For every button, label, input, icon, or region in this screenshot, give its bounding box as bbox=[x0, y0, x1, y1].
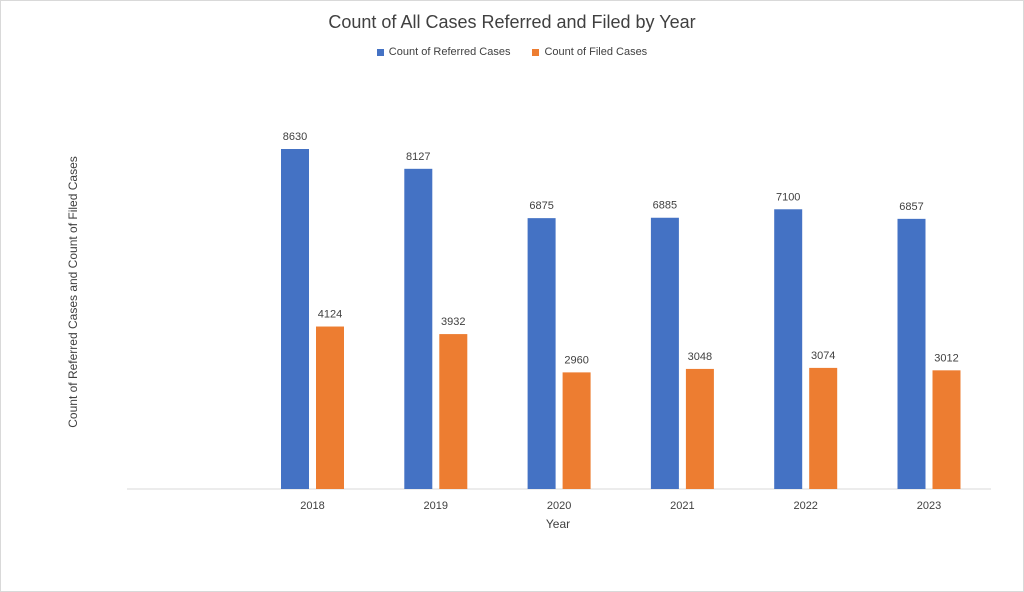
data-label-filed-2023: 3012 bbox=[934, 352, 958, 364]
bar-referred-2020 bbox=[527, 218, 556, 490]
x-tick-label-2022: 2022 bbox=[793, 500, 817, 512]
data-label-referred-2020: 6875 bbox=[529, 200, 553, 212]
data-label-referred-2022: 7100 bbox=[776, 191, 800, 203]
data-label-filed-2018: 4124 bbox=[318, 309, 342, 321]
x-tick-label-2020: 2020 bbox=[547, 500, 571, 512]
bar-filed-2022 bbox=[809, 367, 838, 489]
x-tick-label-2018: 2018 bbox=[300, 500, 324, 512]
chart-title: Count of All Cases Referred and Filed by… bbox=[328, 12, 696, 32]
data-label-filed-2019: 3932 bbox=[441, 316, 465, 328]
bar-filed-2021 bbox=[685, 368, 714, 489]
legend-item-referred: Count of Referred Cases bbox=[376, 46, 511, 58]
data-label-referred-2018: 8630 bbox=[283, 131, 307, 143]
x-tick-label-2021: 2021 bbox=[670, 500, 694, 512]
bar-filed-2023 bbox=[932, 370, 961, 489]
bar-referred-2021 bbox=[650, 217, 679, 490]
bar-referred-2019 bbox=[404, 168, 433, 489]
x-tick-label-2019: 2019 bbox=[424, 500, 448, 512]
bar-referred-2022 bbox=[774, 209, 803, 489]
bar-filed-2018 bbox=[316, 326, 344, 489]
legend-label-filed: Count of Filed Cases bbox=[544, 46, 648, 58]
x-axis-title: Year bbox=[546, 517, 570, 531]
y-axis-title: Count of Referred Cases and Count of Fil… bbox=[66, 156, 80, 427]
legend-label-referred: Count of Referred Cases bbox=[388, 46, 511, 58]
legend-swatch-filed bbox=[532, 48, 540, 56]
bars-group: 8630 4124 2018 8127 3932 2019 6875 2960 2020 6885… bbox=[281, 131, 961, 512]
bar-filed-2019 bbox=[439, 334, 468, 489]
bar-filed-2020 bbox=[562, 372, 591, 489]
data-label-referred-2021: 6885 bbox=[653, 200, 677, 212]
data-label-filed-2021: 3048 bbox=[688, 351, 712, 363]
data-label-filed-2020: 2960 bbox=[564, 354, 588, 366]
bar-referred-2018 bbox=[281, 149, 309, 489]
data-label-filed-2022: 3074 bbox=[811, 350, 835, 362]
legend: Count of Referred Cases Count of Filed C… bbox=[0, 46, 1024, 58]
legend-item-filed: Count of Filed Cases bbox=[532, 46, 647, 58]
x-tick-label-2023: 2023 bbox=[917, 500, 941, 512]
legend-swatch-referred bbox=[376, 48, 384, 56]
data-label-referred-2019: 8127 bbox=[406, 151, 430, 163]
data-label-referred-2023: 6857 bbox=[899, 201, 923, 213]
bar-referred-2023 bbox=[897, 218, 926, 489]
